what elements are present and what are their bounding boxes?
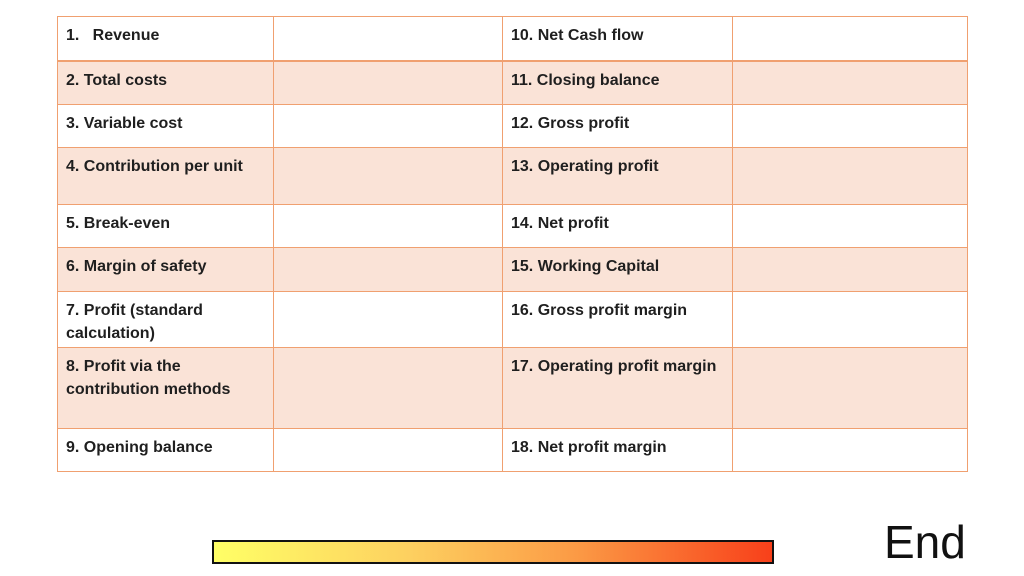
- answer-cell[interactable]: [732, 147, 968, 205]
- term-label: 17. Operating profit margin: [511, 358, 717, 375]
- term-label: 10. Net Cash flow: [511, 27, 644, 44]
- term-label: 4. Contribution per unit: [66, 158, 243, 175]
- answer-cell[interactable]: [273, 428, 503, 472]
- answer-cell[interactable]: [273, 104, 503, 148]
- term-label: 5. Break-even: [66, 215, 171, 232]
- table-row: 8. Profit via the contribution methods 1…: [57, 347, 968, 429]
- answer-cell[interactable]: [732, 60, 968, 105]
- term-cell: 2. Total costs: [57, 60, 274, 105]
- table-row: 3. Variable cost 12. Gross profit: [57, 104, 968, 148]
- term-cell: 6. Margin of safety: [57, 247, 274, 292]
- term-label: 1. Revenue: [66, 27, 160, 44]
- term-cell: 16. Gross profit margin: [502, 291, 733, 348]
- term-cell: 14. Net profit: [502, 204, 733, 248]
- term-cell: 4. Contribution per unit: [57, 147, 274, 205]
- term-label: 18. Net profit margin: [511, 439, 667, 456]
- term-cell: 13. Operating profit: [502, 147, 733, 205]
- term-cell: 3. Variable cost: [57, 104, 274, 148]
- answer-cell[interactable]: [732, 16, 968, 62]
- term-cell: 15. Working Capital: [502, 247, 733, 292]
- term-cell: 11. Closing balance: [502, 60, 733, 105]
- table-row: 9. Opening balance 18. Net profit margin: [57, 428, 968, 472]
- answer-cell[interactable]: [273, 347, 503, 429]
- table-row: 4. Contribution per unit 13. Operating p…: [57, 147, 968, 205]
- end-label[interactable]: End: [884, 516, 966, 568]
- term-label: 14. Net profit: [511, 215, 609, 232]
- answer-cell[interactable]: [732, 291, 968, 348]
- term-label: 15. Working Capital: [511, 258, 660, 275]
- term-label: 13. Operating profit: [511, 158, 659, 175]
- answer-cell[interactable]: [732, 104, 968, 148]
- table-row: 5. Break-even 14. Net profit: [57, 204, 968, 248]
- progress-gradient-bar: [212, 540, 774, 564]
- answer-cell[interactable]: [732, 247, 968, 292]
- term-cell: 17. Operating profit margin: [502, 347, 733, 429]
- answer-cell[interactable]: [273, 147, 503, 205]
- table-row: 2. Total costs 11. Closing balance: [57, 60, 968, 105]
- term-cell: 18. Net profit margin: [502, 428, 733, 472]
- term-label: 2. Total costs: [66, 71, 168, 89]
- table-row: 1. Revenue 10. Net Cash flow: [57, 16, 968, 62]
- answer-cell[interactable]: [273, 60, 503, 105]
- term-cell: 1. Revenue: [57, 16, 274, 62]
- answer-cell[interactable]: [732, 204, 968, 248]
- answer-cell[interactable]: [273, 16, 503, 62]
- term-label: 9. Opening balance: [66, 439, 213, 456]
- term-label: 7. Profit (standard calculation): [66, 302, 203, 342]
- table-row: 7. Profit (standard calculation) 16. Gro…: [57, 291, 968, 348]
- term-label: 16. Gross profit margin: [511, 302, 688, 319]
- answer-cell[interactable]: [273, 204, 503, 248]
- term-label: 6. Margin of safety: [66, 258, 207, 275]
- term-cell: 5. Break-even: [57, 204, 274, 248]
- calculation-table: 1. Revenue 10. Net Cash flow 2. Total co…: [57, 16, 968, 472]
- term-cell: 7. Profit (standard calculation): [57, 291, 274, 348]
- term-cell: 10. Net Cash flow: [502, 16, 733, 62]
- term-label: 11. Closing balance: [511, 71, 660, 89]
- answer-cell[interactable]: [732, 428, 968, 472]
- answer-cell[interactable]: [732, 347, 968, 429]
- term-label: 8. Profit via the contribution methods: [66, 358, 231, 398]
- answer-cell[interactable]: [273, 291, 503, 348]
- table-row: 6. Margin of safety 15. Working Capital: [57, 247, 968, 292]
- term-cell: 8. Profit via the contribution methods: [57, 347, 274, 429]
- answer-cell[interactable]: [273, 247, 503, 292]
- term-cell: 9. Opening balance: [57, 428, 274, 472]
- term-label: 12. Gross profit: [511, 115, 630, 132]
- term-cell: 12. Gross profit: [502, 104, 733, 148]
- term-label: 3. Variable cost: [66, 115, 183, 132]
